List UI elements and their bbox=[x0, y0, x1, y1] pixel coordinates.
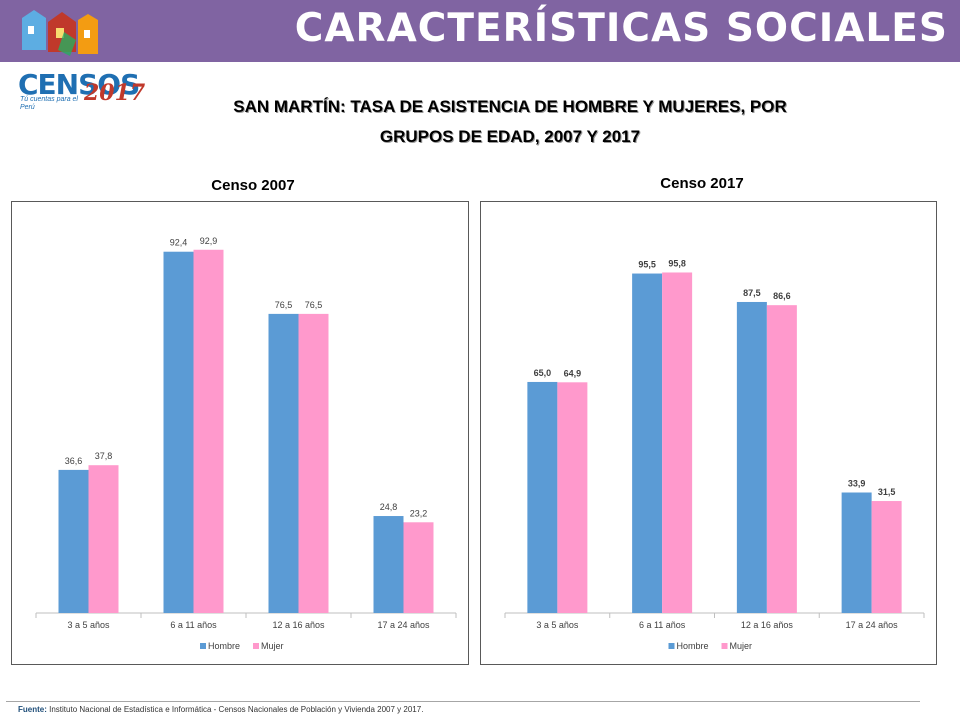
bar-mujer bbox=[403, 522, 434, 613]
data-label: 33,9 bbox=[848, 479, 866, 489]
chart-censo-2017: 65,0 64,9 3 a 5 años 95,5 95,8 6 a 11 años 87,… bbox=[480, 201, 937, 665]
data-label: 36,6 bbox=[65, 456, 83, 466]
header-band: CARACTERÍSTICAS SOCIALES bbox=[0, 0, 960, 62]
data-label: 86,6 bbox=[773, 291, 791, 301]
footer-source: Fuente: Instituto Nacional de Estadístic… bbox=[18, 705, 423, 714]
bar-hombre bbox=[527, 381, 558, 613]
data-label: 76,5 bbox=[305, 300, 323, 310]
footer-text: Instituto Nacional de Estadística e Info… bbox=[49, 705, 424, 714]
chart-censo-2007: 36,6 37,8 3 a 5 años 92,4 92,9 6 a 11 años 76,… bbox=[11, 201, 469, 665]
category-label: 6 a 11 años bbox=[639, 620, 686, 630]
chart-2017-svg: 65,0 64,9 3 a 5 años 95,5 95,8 6 a 11 años 87,… bbox=[504, 258, 925, 651]
data-label: 92,4 bbox=[170, 238, 188, 248]
footer-label: Fuente: bbox=[18, 705, 47, 714]
legend-label-mujer: Mujer bbox=[261, 641, 284, 651]
main-title-line1: SAN MARTÍN: TASA DE ASISTENCIA DE HOMBRE… bbox=[233, 97, 787, 116]
category-label: 17 a 24 años bbox=[377, 620, 430, 630]
data-label: 95,8 bbox=[668, 258, 686, 268]
data-label: 76,5 bbox=[275, 300, 293, 310]
bar-mujer bbox=[193, 249, 224, 614]
chart-title-2017: Censo 2017 bbox=[660, 175, 744, 192]
bar-hombre bbox=[163, 251, 194, 613]
legend-label-hombre: Hombre bbox=[208, 641, 240, 651]
bar-hombre bbox=[632, 273, 663, 613]
bar-mujer bbox=[871, 501, 902, 613]
bar-mujer bbox=[88, 465, 119, 613]
legend-swatch-mujer bbox=[253, 643, 259, 649]
main-title-line2: GRUPOS DE EDAD, 2007 Y 2017 bbox=[379, 127, 641, 146]
censos-logo: CENSOS 2017 Tú cuentas para el Perú bbox=[4, 10, 145, 111]
chart-title-2007: Censo 2007 bbox=[211, 177, 295, 194]
legend-swatch-mujer bbox=[721, 643, 728, 649]
bar-hombre bbox=[268, 313, 299, 613]
chart-2007-svg: 36,6 37,8 3 a 5 años 92,4 92,9 6 a 11 años 76,… bbox=[35, 236, 457, 651]
data-label: 23,2 bbox=[410, 508, 428, 518]
category-label: 17 a 24 años bbox=[846, 620, 899, 630]
category-label: 3 a 5 años bbox=[67, 620, 110, 630]
data-label: 87,5 bbox=[743, 288, 761, 298]
logo-houses-icon bbox=[22, 10, 98, 56]
main-title: SAN MARTÍN: TASA DE ASISTENCIA DE HOMBRE… bbox=[140, 92, 880, 152]
bar-mujer bbox=[766, 305, 797, 613]
category-label: 12 a 16 años bbox=[741, 620, 794, 630]
category-label: 3 a 5 años bbox=[536, 620, 579, 630]
logo-wordmark: CENSOS bbox=[18, 68, 140, 101]
bar-hombre bbox=[58, 469, 89, 613]
logo-year: 2017 bbox=[84, 80, 146, 106]
legend-label-hombre: Hombre bbox=[677, 641, 709, 651]
bar-hombre bbox=[841, 492, 872, 613]
data-label: 95,5 bbox=[638, 260, 656, 270]
legend-swatch-hombre bbox=[668, 643, 675, 649]
data-label: 31,5 bbox=[878, 487, 896, 497]
legend-swatch-hombre bbox=[200, 643, 206, 649]
data-label: 92,9 bbox=[200, 236, 218, 246]
data-label: 64,9 bbox=[564, 368, 582, 378]
bar-hombre bbox=[373, 516, 404, 613]
header-title: CARACTERÍSTICAS SOCIALES bbox=[294, 6, 948, 51]
data-label: 24,8 bbox=[380, 502, 398, 512]
bar-mujer bbox=[662, 272, 693, 613]
data-label: 37,8 bbox=[95, 451, 113, 461]
legend-label-mujer: Mujer bbox=[730, 641, 753, 651]
bar-mujer bbox=[557, 382, 588, 613]
footer-divider bbox=[6, 701, 920, 702]
logo-tagline: Tú cuentas para el Perú bbox=[20, 96, 78, 111]
bar-hombre bbox=[736, 301, 767, 613]
bar-mujer bbox=[298, 313, 329, 613]
data-label: 65,0 bbox=[534, 368, 552, 378]
category-label: 6 a 11 años bbox=[170, 620, 217, 630]
category-label: 12 a 16 años bbox=[272, 620, 325, 630]
